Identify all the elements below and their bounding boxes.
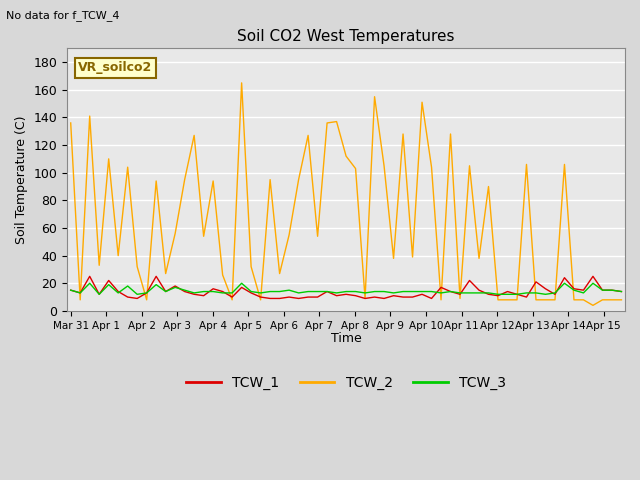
- TCW_1: [484, 291, 492, 297]
- TCW_2: [67, 120, 74, 126]
- TCW_3: [95, 291, 103, 297]
- TCW_3: [618, 288, 625, 294]
- TCW_3: [143, 290, 150, 296]
- TCW_3: [105, 282, 113, 288]
- TCW_3: [172, 285, 179, 290]
- TCW_3: [86, 280, 93, 286]
- TCW_2: [589, 302, 597, 308]
- Text: VR_soilco2: VR_soilco2: [78, 61, 152, 74]
- X-axis label: Time: Time: [331, 332, 362, 345]
- TCW_1: [618, 288, 625, 294]
- TCW_1: [133, 296, 141, 301]
- TCW_2: [209, 178, 217, 184]
- Line: TCW_1: TCW_1: [70, 276, 621, 299]
- TCW_2: [618, 297, 625, 303]
- TCW_1: [228, 294, 236, 300]
- TCW_1: [95, 291, 103, 297]
- Y-axis label: Soil Temperature (C): Soil Temperature (C): [15, 115, 28, 244]
- TCW_2: [361, 296, 369, 301]
- TCW_2: [238, 80, 246, 86]
- Title: Soil CO2 West Temperatures: Soil CO2 West Temperatures: [237, 29, 455, 44]
- Text: No data for f_TCW_4: No data for f_TCW_4: [6, 10, 120, 21]
- TCW_2: [86, 113, 93, 119]
- Line: TCW_3: TCW_3: [70, 283, 621, 294]
- TCW_1: [86, 274, 93, 279]
- TCW_3: [371, 288, 378, 294]
- Line: TCW_2: TCW_2: [70, 83, 621, 305]
- TCW_1: [67, 287, 74, 293]
- Legend: TCW_1, TCW_2, TCW_3: TCW_1, TCW_2, TCW_3: [180, 371, 512, 396]
- TCW_2: [124, 164, 131, 170]
- TCW_2: [475, 255, 483, 261]
- TCW_1: [371, 294, 378, 300]
- TCW_3: [484, 290, 492, 296]
- TCW_1: [172, 283, 179, 289]
- TCW_1: [143, 290, 150, 296]
- TCW_2: [152, 178, 160, 184]
- TCW_3: [228, 290, 236, 296]
- TCW_3: [67, 287, 74, 293]
